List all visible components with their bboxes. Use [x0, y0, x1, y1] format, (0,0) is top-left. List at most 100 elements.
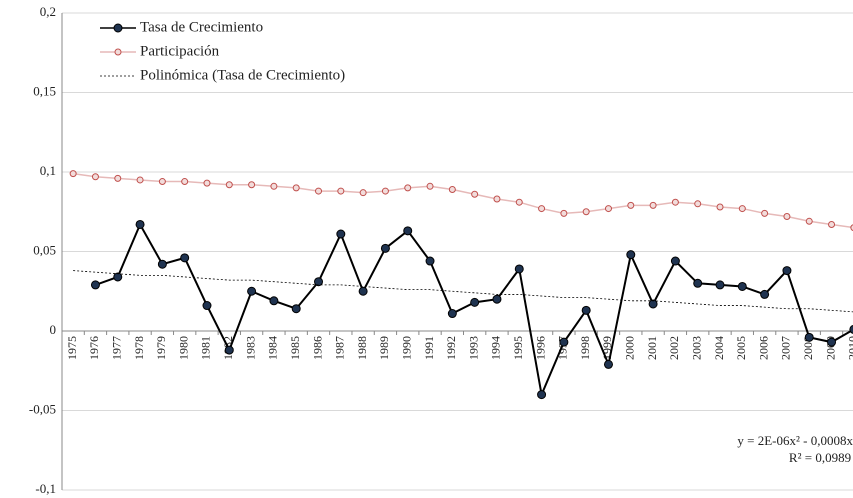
point	[358, 286, 368, 296]
point	[404, 184, 412, 192]
x-tick-label: 1989	[377, 336, 391, 360]
point	[559, 337, 569, 347]
x-tick-label: 1998	[578, 336, 592, 360]
point	[470, 297, 480, 307]
point	[648, 299, 658, 309]
point	[224, 345, 234, 355]
x-tick-label: 2004	[712, 336, 726, 360]
point	[805, 217, 813, 225]
point	[716, 203, 724, 211]
x-tick-label: 1986	[310, 336, 324, 360]
x-tick-label: 1984	[266, 336, 280, 360]
point	[315, 187, 323, 195]
x-tick-label: 2005	[734, 336, 748, 360]
point	[291, 304, 301, 314]
point	[738, 205, 746, 213]
legend-label: Participación	[140, 43, 220, 59]
legend-label: Tasa de Crecimiento	[140, 19, 263, 35]
y-tick-label: 0,2	[40, 4, 56, 19]
point	[828, 220, 836, 228]
y-tick-label: 0	[50, 322, 57, 337]
point	[403, 226, 413, 236]
grid	[62, 12, 853, 491]
y-tick-label: -0,1	[35, 481, 56, 496]
x-tick-label: 2002	[667, 336, 681, 360]
point	[114, 174, 122, 182]
point	[269, 296, 279, 306]
x-tick-label: 1981	[199, 336, 213, 360]
point	[471, 190, 479, 198]
x-tick-label: 1977	[110, 336, 124, 360]
point	[157, 259, 167, 269]
x-tick-label: 1979	[154, 336, 168, 360]
y-tick-label: 0,1	[40, 163, 56, 178]
x-tick-label: 2010	[846, 336, 853, 360]
point	[425, 256, 435, 266]
point	[582, 208, 590, 216]
point	[581, 305, 591, 315]
x-tick-label: 1985	[288, 336, 302, 360]
point	[560, 209, 568, 217]
series-line	[73, 172, 853, 229]
point	[158, 178, 166, 186]
point	[492, 294, 502, 304]
x-tick-label: 1980	[176, 336, 190, 360]
x-tick-label: 1993	[466, 336, 480, 360]
point	[850, 224, 853, 232]
x-tick-label: 2008	[801, 336, 815, 360]
point	[336, 229, 346, 239]
point	[514, 264, 524, 274]
point	[715, 280, 725, 290]
trend-r2: R² = 0,0989	[789, 450, 851, 465]
x-tick-label: 1990	[399, 336, 413, 360]
point	[626, 250, 636, 260]
y-tick-label: 0,05	[33, 242, 56, 257]
point	[381, 187, 389, 195]
point	[649, 201, 657, 209]
point	[603, 359, 613, 369]
y-tick-label: -0,05	[29, 401, 56, 416]
legend-marker	[113, 23, 123, 33]
x-tick-label: 2000	[623, 336, 637, 360]
point	[783, 213, 791, 221]
x-tick-label: 1994	[489, 336, 503, 360]
y-tick-label: 0,15	[33, 83, 56, 98]
point	[270, 182, 278, 190]
point	[737, 281, 747, 291]
x-tick-label: 2001	[645, 336, 659, 360]
point	[671, 198, 679, 206]
point	[693, 278, 703, 288]
point	[761, 209, 769, 217]
point	[135, 219, 145, 229]
x-tick-label: 1996	[533, 336, 547, 360]
point	[448, 185, 456, 193]
point	[537, 390, 547, 400]
x-tick-label: 1991	[422, 336, 436, 360]
point	[203, 179, 211, 187]
x-tick-label: 2003	[689, 336, 703, 360]
point	[447, 309, 457, 319]
point	[181, 178, 189, 186]
point	[827, 337, 837, 347]
point	[337, 187, 345, 195]
point	[359, 189, 367, 197]
point	[849, 324, 853, 334]
legend-label: Polinómica (Tasa de Crecimiento)	[140, 67, 345, 83]
point	[202, 301, 212, 311]
x-tick-label: 1988	[355, 336, 369, 360]
x-tick-label: 1995	[511, 336, 525, 360]
x-tick-label: 1978	[132, 336, 146, 360]
x-tick-label: 1976	[87, 336, 101, 360]
x-tick-label: 2006	[756, 336, 770, 360]
point	[782, 266, 792, 276]
x-tick-label: 1992	[444, 336, 458, 360]
point	[180, 253, 190, 263]
series-line	[73, 270, 853, 313]
point	[69, 170, 77, 178]
point	[426, 182, 434, 190]
point	[247, 286, 257, 296]
trend-equation: y = 2E-06x² - 0,0008x + 0,0386	[737, 433, 853, 448]
point	[292, 184, 300, 192]
x-tick-label: 2007	[779, 336, 793, 360]
point	[225, 181, 233, 189]
